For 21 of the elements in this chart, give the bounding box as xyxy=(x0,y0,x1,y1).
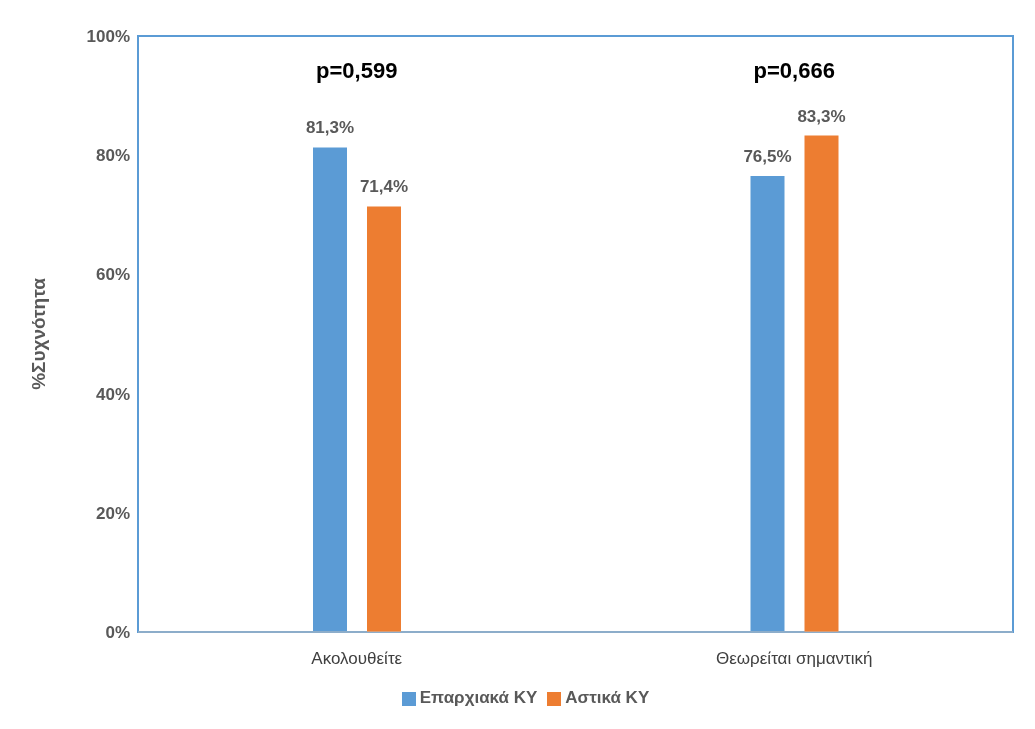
annotation: p=0,666 xyxy=(753,58,835,83)
y-tick-label: 20% xyxy=(95,503,130,523)
bar xyxy=(804,135,839,632)
y-tick-label: 40% xyxy=(95,384,130,404)
y-axis-title: %Συχνότητα xyxy=(27,277,49,390)
y-tick-label: 0% xyxy=(105,623,130,643)
bar xyxy=(313,147,347,632)
data-label: 81,3% xyxy=(305,118,355,138)
data-label: 71,4% xyxy=(359,177,409,197)
data-label: 76,5% xyxy=(743,147,792,167)
y-tick-label: 60% xyxy=(95,265,130,285)
y-tick-label: 100% xyxy=(86,27,130,47)
y-tick-label: 80% xyxy=(95,146,130,166)
data-label: 83,3% xyxy=(797,106,846,126)
legend-label: Επαρχιακά ΚΥ xyxy=(419,688,538,707)
bar xyxy=(750,176,785,632)
bar xyxy=(367,206,401,632)
x-tick-label: Θεωρείται σημαντική xyxy=(716,649,873,669)
x-tick-label: Ακολουθείτε xyxy=(311,649,403,669)
annotation: p=0,599 xyxy=(316,58,398,83)
legend-label: Αστικά ΚΥ xyxy=(565,688,650,707)
